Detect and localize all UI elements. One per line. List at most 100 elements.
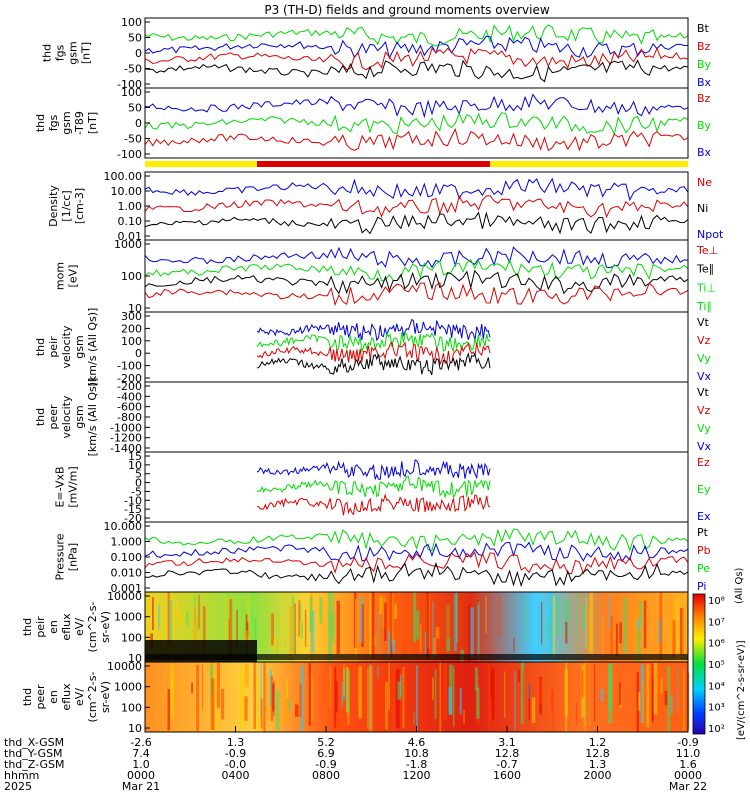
- spectrogram-streak: [463, 710, 465, 724]
- spectrogram-streak: [384, 602, 387, 641]
- y-axis-label: [km/s (All Qs)]: [86, 308, 99, 387]
- spectrogram-streak: [263, 662, 266, 732]
- spectrogram-streak: [594, 664, 596, 722]
- y-axis-label: [mV/m]: [67, 466, 80, 507]
- y-tick-label: -600: [117, 401, 142, 414]
- x-tick-label: 12.8: [495, 747, 520, 760]
- spectrogram-streak: [537, 606, 540, 661]
- legend-entry: Npot: [697, 228, 724, 241]
- spectrogram-streak: [146, 690, 149, 704]
- spectrogram-streak: [582, 603, 584, 630]
- spectrogram-streak: [242, 669, 245, 725]
- series-line: [144, 541, 689, 563]
- spectrogram-streak: [528, 682, 531, 720]
- legend-entry: Bx: [697, 146, 712, 159]
- y-axis-label: (cm^2-s-: [86, 602, 99, 653]
- spectrogram-streak: [677, 667, 679, 711]
- spectrogram-streak: [434, 669, 437, 719]
- spectrogram-streak: [346, 669, 350, 714]
- legend-entry: Vy: [697, 422, 711, 435]
- spectrogram-streak: [358, 666, 362, 719]
- y-tick-label: 0.001: [111, 582, 143, 595]
- y-axis-label: eV/: [73, 688, 86, 706]
- y-axis-label: peir: [47, 336, 60, 358]
- spectrogram-streak: [298, 600, 300, 637]
- spectrogram-streak: [388, 662, 390, 711]
- spectrogram-streak: [343, 664, 346, 696]
- spectrogram-streak: [433, 637, 437, 656]
- spectrogram-streak: [179, 612, 183, 627]
- spectrogram-streak: [403, 640, 406, 662]
- spectrogram-streak: [299, 684, 302, 718]
- x-tick-label: -1.8: [406, 758, 427, 771]
- series-line: [144, 35, 689, 60]
- spectrogram-streak: [585, 597, 587, 649]
- y-axis-label: (cm^2-s-: [86, 672, 99, 723]
- y-tick-label: -200: [117, 380, 142, 393]
- spectrogram-streak: [550, 688, 554, 712]
- spectrogram-streak: [379, 595, 383, 615]
- spectrogram-streak: [608, 594, 611, 628]
- y-tick-label: 300: [121, 310, 142, 323]
- panel-density: 100.00 10.00 1.00 0.10 0.01 Density [1/cc] [cm-…: [47, 170, 724, 243]
- series-line: [144, 177, 689, 202]
- x-tick-label: Mar 21: [122, 780, 160, 793]
- y-axis-label: [1/cc]: [60, 190, 73, 221]
- y-tick-label: 10: [128, 302, 142, 315]
- y-axis-label: sr-eV): [99, 611, 112, 643]
- spectrogram-streak: [170, 663, 174, 719]
- y-axis-label: sr-eV): [99, 681, 112, 713]
- series-line: [144, 282, 689, 307]
- spectrogram-streak: [564, 668, 568, 717]
- y-tick-label: 100: [121, 335, 142, 348]
- spectrogram-streak: [228, 618, 230, 660]
- spectrogram-streak: [216, 663, 221, 708]
- spectrogram-streak: [329, 666, 332, 707]
- spectrogram-streak: [285, 678, 288, 698]
- spectrogram-streak: [415, 610, 420, 640]
- spectrogram-streak: [446, 605, 451, 638]
- spectrogram-streak: [664, 691, 668, 706]
- spectrogram-streak: [531, 697, 536, 723]
- spectrogram-streak: [198, 594, 200, 629]
- spectrogram-streak: [393, 662, 396, 732]
- legend-entry: Bz: [697, 92, 711, 105]
- spectrogram-streak: [514, 670, 516, 730]
- x-tick-label: 1.0: [132, 758, 150, 771]
- panel-frame: [144, 311, 689, 383]
- spectrogram-streak: [504, 671, 506, 718]
- y-axis-label: eflux: [60, 613, 73, 641]
- series-line: [144, 246, 689, 269]
- y-tick-label: 50: [128, 102, 142, 115]
- x-tick-label: 1.3: [227, 736, 245, 749]
- x-tick-label: 3.1: [498, 736, 516, 749]
- spectrogram-streak: [413, 712, 415, 725]
- spectrogram-streak: [236, 610, 238, 650]
- y-tick-label: 0.01: [118, 230, 143, 243]
- x-tick-label: 1200: [403, 769, 431, 782]
- spectrogram-streak: [387, 630, 391, 658]
- spectrogram-streak: [292, 595, 294, 654]
- spectrogram-streak: [309, 597, 313, 633]
- spectrogram-streak: [368, 665, 373, 732]
- spectrogram-streak: [333, 593, 335, 646]
- colorbar-label: [eV/(cm^2-s-sr-eV)]: [736, 640, 747, 740]
- spectrogram-streak: [477, 604, 479, 656]
- spectrogram-streak: [478, 601, 480, 661]
- spectrogram-streak: [152, 597, 154, 631]
- spectrogram-streak: [453, 593, 457, 652]
- spectrogram-streak: [448, 687, 452, 715]
- x-row-label: thd_X-GSM: [4, 736, 64, 749]
- spectrogram-streak: [659, 592, 663, 661]
- colorbar-tick-label: 10²: [708, 724, 725, 735]
- legend-entry: Ey: [697, 483, 711, 496]
- series-line: [256, 475, 491, 499]
- spectrogram-streak: [641, 681, 644, 724]
- spectrogram-streak: [191, 682, 193, 694]
- spectrogram-streak: [670, 695, 673, 715]
- y-axis-label: fgs: [54, 44, 67, 61]
- legend-entry: Pb: [697, 544, 711, 557]
- y-axis-label: [cm-3]: [73, 188, 86, 224]
